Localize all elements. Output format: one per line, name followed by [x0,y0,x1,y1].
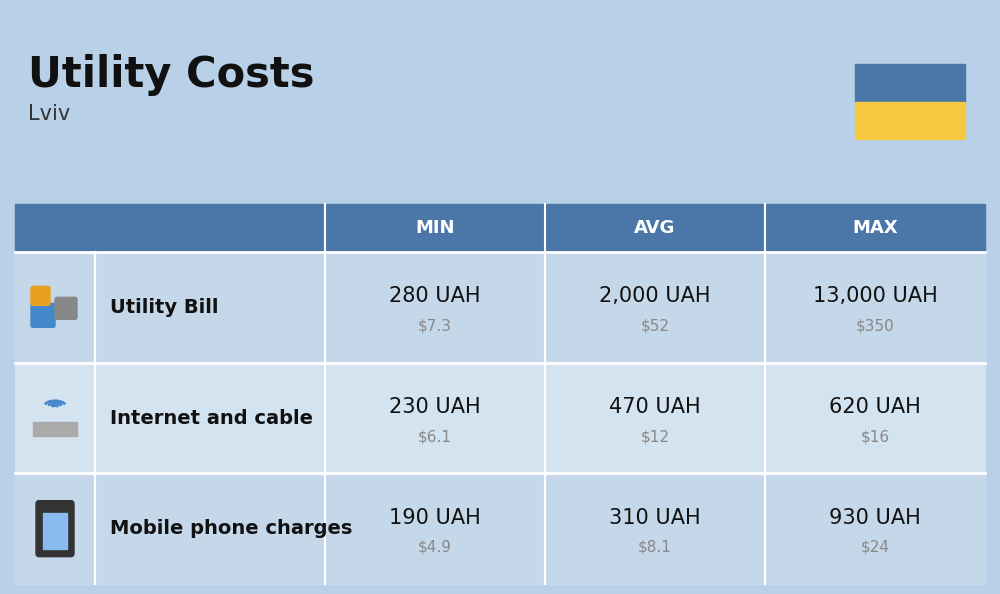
Text: 190 UAH: 190 UAH [389,508,481,527]
Text: Utility Costs: Utility Costs [28,54,314,96]
Text: AVG: AVG [634,219,676,237]
Text: 310 UAH: 310 UAH [609,508,701,527]
Text: Internet and cable: Internet and cable [110,409,313,428]
Bar [855,64,965,102]
Bar [43,513,67,549]
Text: $16: $16 [860,429,890,444]
Text: 930 UAH: 930 UAH [829,508,921,527]
Bar [15,204,985,252]
Text: 280 UAH: 280 UAH [389,286,481,307]
Bar [15,473,985,584]
Text: MIN: MIN [415,219,455,237]
Text: $8.1: $8.1 [638,540,672,555]
Text: $4.9: $4.9 [418,540,452,555]
Text: $12: $12 [640,429,670,444]
Text: 2,000 UAH: 2,000 UAH [599,286,711,307]
FancyBboxPatch shape [55,298,77,320]
Text: MAX: MAX [852,219,898,237]
Text: 13,000 UAH: 13,000 UAH [813,286,937,307]
Text: Mobile phone charges: Mobile phone charges [110,519,352,538]
Text: $350: $350 [856,318,894,334]
Bar [855,102,965,139]
Bar [33,422,77,436]
Text: Utility Bill: Utility Bill [110,298,218,317]
Text: 620 UAH: 620 UAH [829,397,921,417]
Text: $7.3: $7.3 [418,318,452,334]
FancyBboxPatch shape [31,286,50,305]
Text: $24: $24 [860,540,890,555]
Text: $6.1: $6.1 [418,429,452,444]
Bar [15,363,985,473]
Text: Lviv: Lviv [28,104,70,124]
FancyBboxPatch shape [31,304,55,327]
Text: 470 UAH: 470 UAH [609,397,701,417]
Text: 230 UAH: 230 UAH [389,397,481,417]
Text: $52: $52 [640,318,670,334]
FancyBboxPatch shape [36,501,74,557]
Bar [15,252,985,363]
